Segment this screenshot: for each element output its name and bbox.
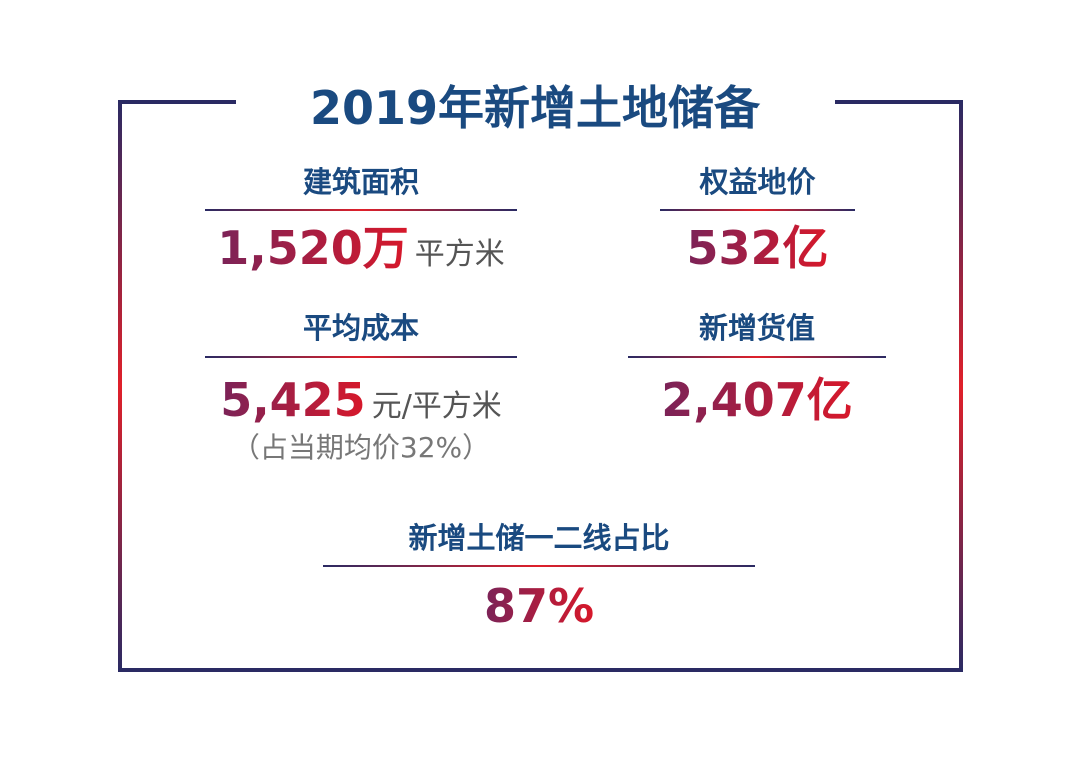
land-price-value: 532亿 [610, 220, 905, 287]
frame-top-left [118, 100, 236, 104]
tier-ratio-divider [323, 565, 755, 567]
frame-top-right [835, 100, 963, 104]
tier-ratio-value: 87% [323, 578, 755, 645]
new-value-value: 2,407亿 [600, 372, 914, 439]
tier-ratio-label: 新增土储一二线占比 [408, 521, 670, 555]
avg-cost-note: （占当期均价32%） [231, 431, 491, 464]
new-value-divider [628, 356, 886, 358]
gfa-number: 1,520万 [217, 221, 409, 275]
frame-bottom [118, 668, 963, 672]
gfa-label: 建筑面积 [302, 165, 419, 199]
avg-cost-divider [205, 356, 517, 358]
frame-right [959, 101, 963, 672]
gfa-unit: 平方米 [414, 237, 505, 272]
land-price-divider [660, 209, 855, 211]
land-price-label: 权益地价 [699, 165, 816, 199]
avg-cost-number: 5,425 [220, 373, 366, 427]
land-price-number: 532亿 [686, 221, 829, 275]
gfa-value: 1,520万 平方米 [165, 220, 557, 287]
avg-cost-label: 平均成本 [302, 311, 419, 345]
avg-cost-unit: 元/平方米 [371, 389, 502, 424]
frame-left [118, 101, 122, 672]
gfa-divider [205, 209, 517, 211]
new-value-number: 2,407亿 [661, 373, 853, 427]
tier-ratio-number: 87% [483, 579, 595, 633]
avg-cost-value: 5,425 元/平方米 [165, 372, 557, 439]
page-title: 2019年新增土地储备 [309, 81, 761, 135]
new-value-label: 新增货值 [698, 311, 815, 345]
